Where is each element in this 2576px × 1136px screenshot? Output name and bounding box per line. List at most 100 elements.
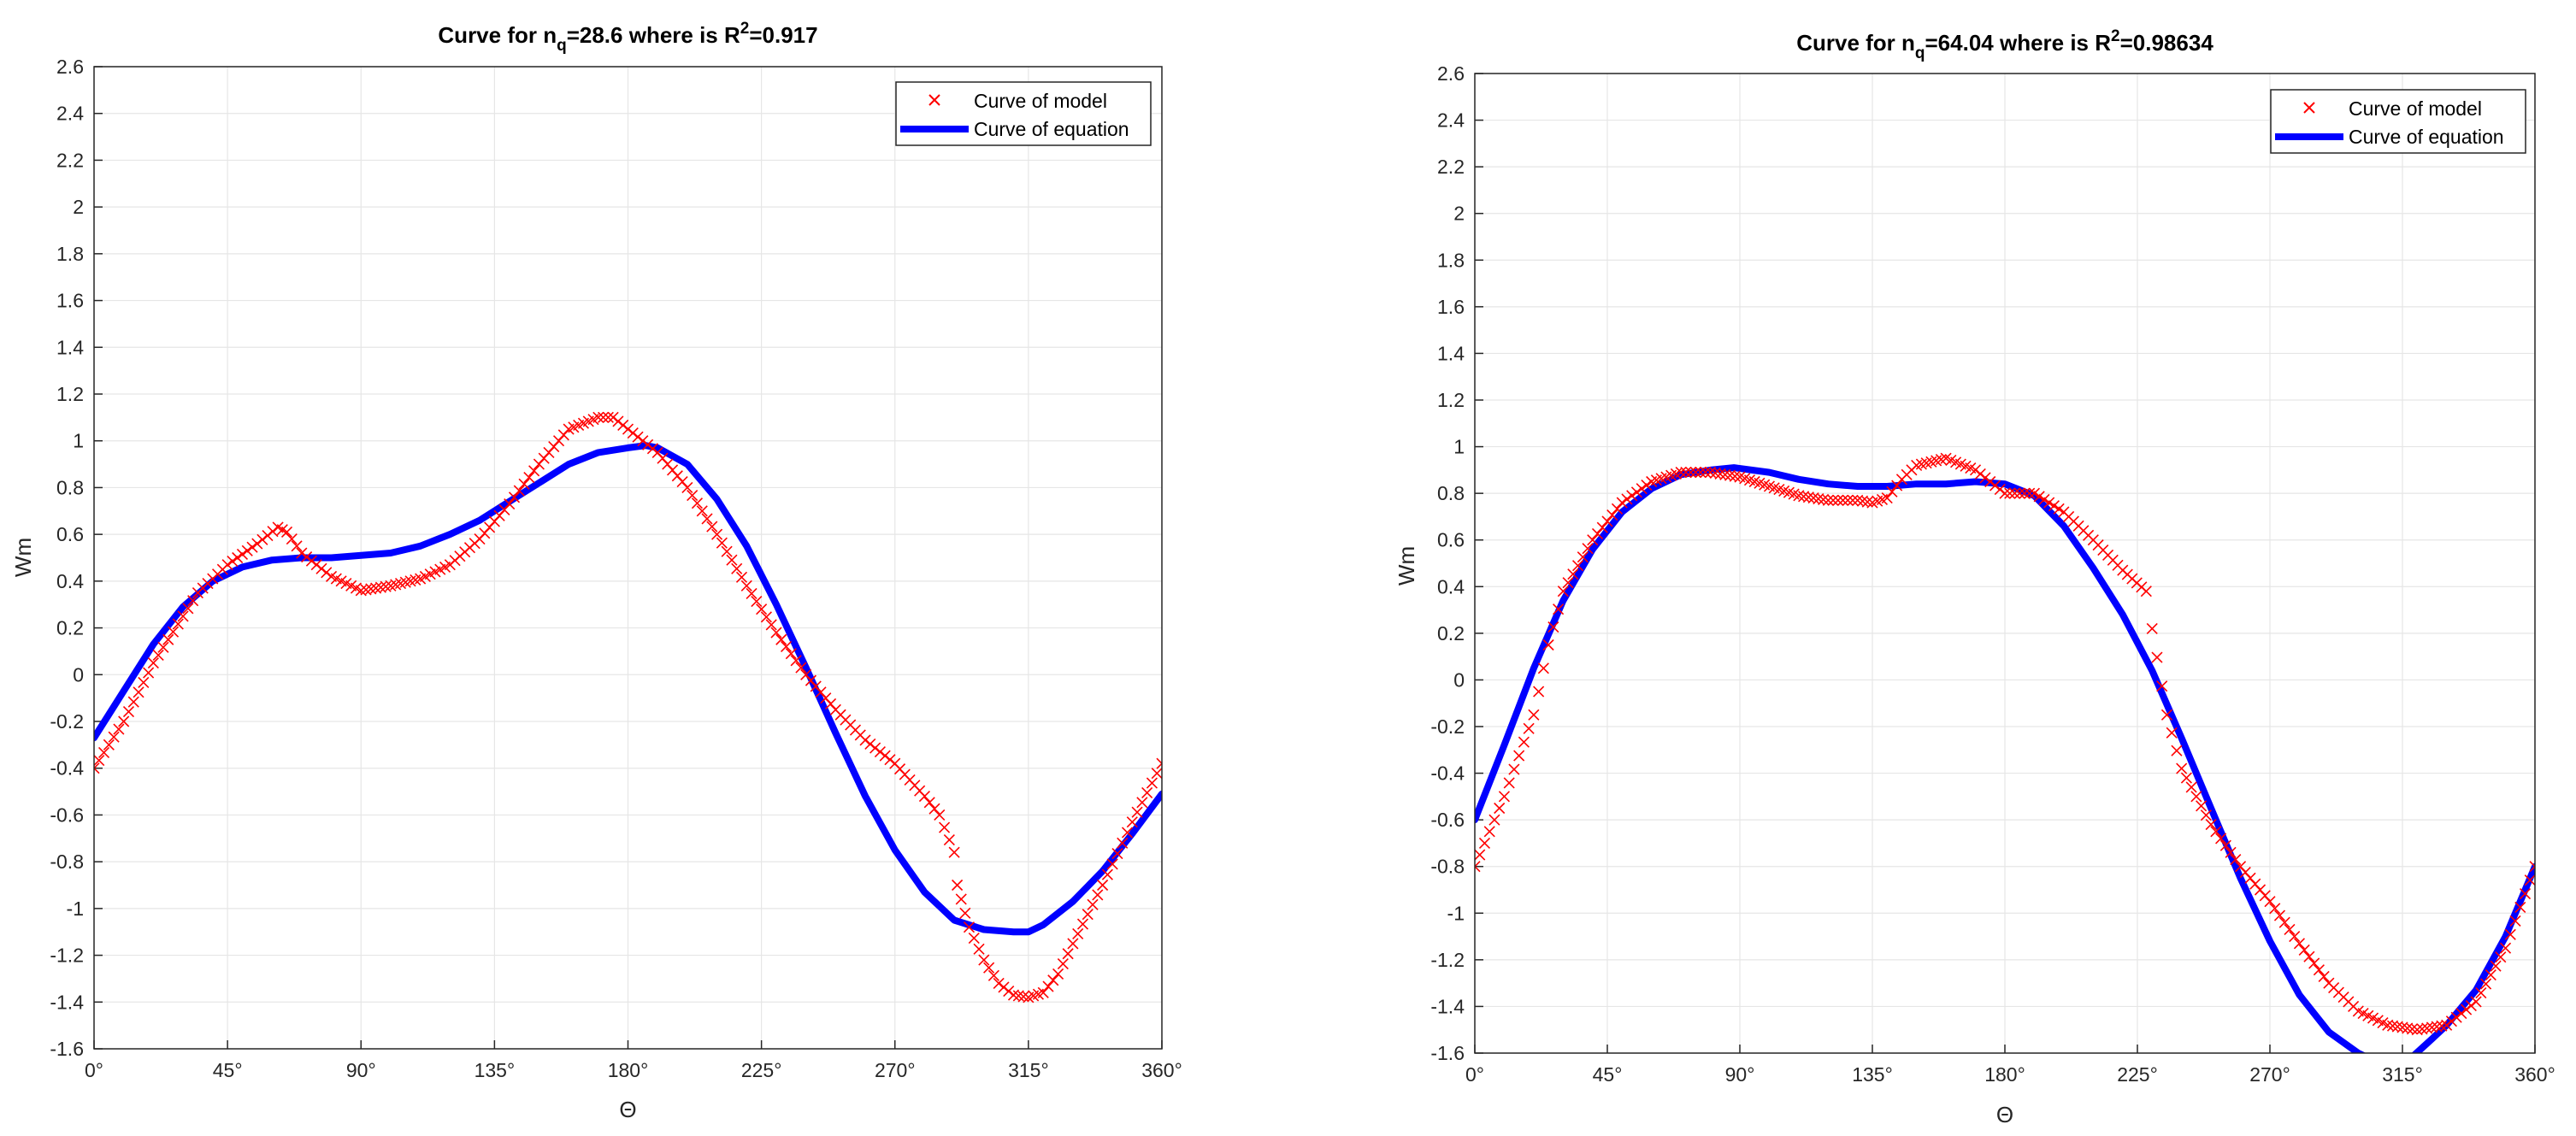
model-marker bbox=[2190, 791, 2202, 803]
x-tick-label: 90° bbox=[1725, 1063, 1755, 1086]
model-marker bbox=[143, 667, 155, 679]
y-tick-label: 0.4 bbox=[1437, 575, 1465, 597]
model-marker bbox=[2278, 916, 2290, 928]
model-marker bbox=[1695, 467, 1707, 479]
model-marker bbox=[2264, 896, 2276, 908]
model-marker bbox=[1007, 989, 1020, 1001]
model-marker bbox=[735, 571, 748, 583]
axes-box bbox=[93, 66, 1163, 1050]
model-marker bbox=[1017, 991, 1029, 1003]
model-marker bbox=[765, 619, 777, 631]
model-marker bbox=[1475, 849, 1486, 861]
y-tick-label: 1 bbox=[73, 430, 84, 452]
model-marker bbox=[928, 803, 940, 815]
model-marker bbox=[167, 626, 180, 638]
model-marker bbox=[1101, 868, 1113, 880]
y-tick-label: -0.6 bbox=[50, 803, 84, 826]
model-marker bbox=[2048, 500, 2060, 512]
model-marker bbox=[740, 580, 752, 592]
model-marker bbox=[1974, 468, 1986, 480]
model-marker bbox=[1847, 494, 1859, 506]
model-marker bbox=[2308, 957, 2320, 969]
y-tick-label: 2 bbox=[1453, 203, 1465, 225]
model-marker bbox=[2166, 727, 2178, 739]
y-tick-label: -0.2 bbox=[50, 710, 84, 733]
model-marker bbox=[2215, 833, 2227, 845]
model-marker bbox=[157, 641, 169, 653]
model-marker bbox=[1630, 486, 1643, 498]
model-marker bbox=[1037, 986, 1049, 998]
x-tick-label: 135° bbox=[475, 1059, 516, 1081]
legend-marker-model bbox=[2303, 102, 2315, 114]
model-marker bbox=[1567, 568, 1579, 580]
model-marker bbox=[923, 797, 935, 809]
model-marker bbox=[952, 879, 964, 892]
y-tick-label: -0.4 bbox=[50, 757, 84, 780]
model-marker bbox=[993, 977, 1005, 989]
model-marker bbox=[1571, 560, 1584, 572]
model-marker bbox=[874, 745, 886, 758]
y-tick-label: -1.6 bbox=[1430, 1042, 1465, 1064]
model-marker bbox=[1709, 467, 1721, 480]
model-marker bbox=[1503, 777, 1515, 789]
model-marker bbox=[711, 528, 723, 540]
model-marker bbox=[1067, 938, 1079, 950]
y-tick-label: 0.4 bbox=[56, 570, 84, 592]
model-marker bbox=[1606, 509, 1618, 521]
model-marker bbox=[94, 755, 105, 767]
model-marker bbox=[632, 431, 644, 443]
y-tick-label: 2.4 bbox=[56, 103, 84, 125]
model-marker bbox=[1557, 586, 1569, 597]
model-marker bbox=[1475, 861, 1481, 873]
model-marker bbox=[968, 932, 980, 945]
legend-box bbox=[2270, 89, 2526, 154]
model-marker bbox=[1582, 543, 1594, 555]
model-marker bbox=[2038, 493, 2050, 505]
y-tick-label: -1.4 bbox=[50, 991, 84, 1013]
y-ticks: -1.6 -1.4 -1.2 -1 -0.8 -0.6 -0.4 -0.2 0 0.2 0.4 0.6… bbox=[50, 56, 103, 1060]
model-marker bbox=[518, 478, 530, 490]
model-marker bbox=[1106, 858, 1118, 870]
model-marker bbox=[1616, 497, 1628, 509]
model-marker bbox=[785, 648, 797, 660]
model-marker bbox=[622, 423, 634, 435]
model-marker bbox=[2391, 1021, 2403, 1033]
model-marker bbox=[1836, 494, 1849, 506]
model-marker bbox=[2298, 944, 2310, 956]
model-marker bbox=[1003, 985, 1015, 998]
model-marker bbox=[602, 411, 614, 423]
model-marker bbox=[1483, 826, 1495, 838]
model-marker bbox=[2490, 960, 2502, 972]
model-marker bbox=[681, 481, 693, 493]
model-marker bbox=[2514, 901, 2526, 914]
model-marker bbox=[1714, 468, 1726, 480]
model-marker bbox=[2019, 487, 2031, 499]
model-marker bbox=[2382, 1019, 2394, 1031]
y-tick-label: 2.2 bbox=[1437, 156, 1465, 178]
model-marker bbox=[687, 489, 699, 502]
model-marker bbox=[177, 610, 189, 622]
model-marker bbox=[592, 411, 604, 423]
model-marker bbox=[2529, 861, 2535, 873]
model-marker bbox=[1994, 484, 2006, 496]
x-tick-label: 180° bbox=[608, 1059, 649, 1081]
model-marker bbox=[959, 907, 971, 919]
legend-label-model: Curve of model bbox=[2349, 97, 2482, 120]
model-marker bbox=[1675, 467, 1687, 479]
model-marker bbox=[1072, 927, 1084, 940]
model-marker bbox=[1141, 786, 1153, 799]
chart-left: 0° 45° 90° 135° 180° 225° 270° 315° 360° -1.6-1.… bbox=[10, 20, 1182, 1122]
model-marker bbox=[2176, 762, 2188, 774]
model-marker bbox=[2013, 487, 2025, 499]
model-marker bbox=[528, 465, 540, 477]
x-tick-label: 45° bbox=[1593, 1063, 1623, 1086]
y-tick-label: 0.6 bbox=[1437, 529, 1465, 551]
model-marker bbox=[152, 649, 164, 662]
model-marker bbox=[2396, 1021, 2408, 1033]
axes-box bbox=[1474, 73, 2536, 1054]
model-marker bbox=[1827, 494, 1839, 506]
x-tick-label: 0° bbox=[85, 1059, 103, 1081]
y-tick-label: 1.2 bbox=[56, 383, 84, 405]
model-marker bbox=[1518, 736, 1530, 748]
y-tick-label: 0.8 bbox=[1437, 482, 1465, 504]
